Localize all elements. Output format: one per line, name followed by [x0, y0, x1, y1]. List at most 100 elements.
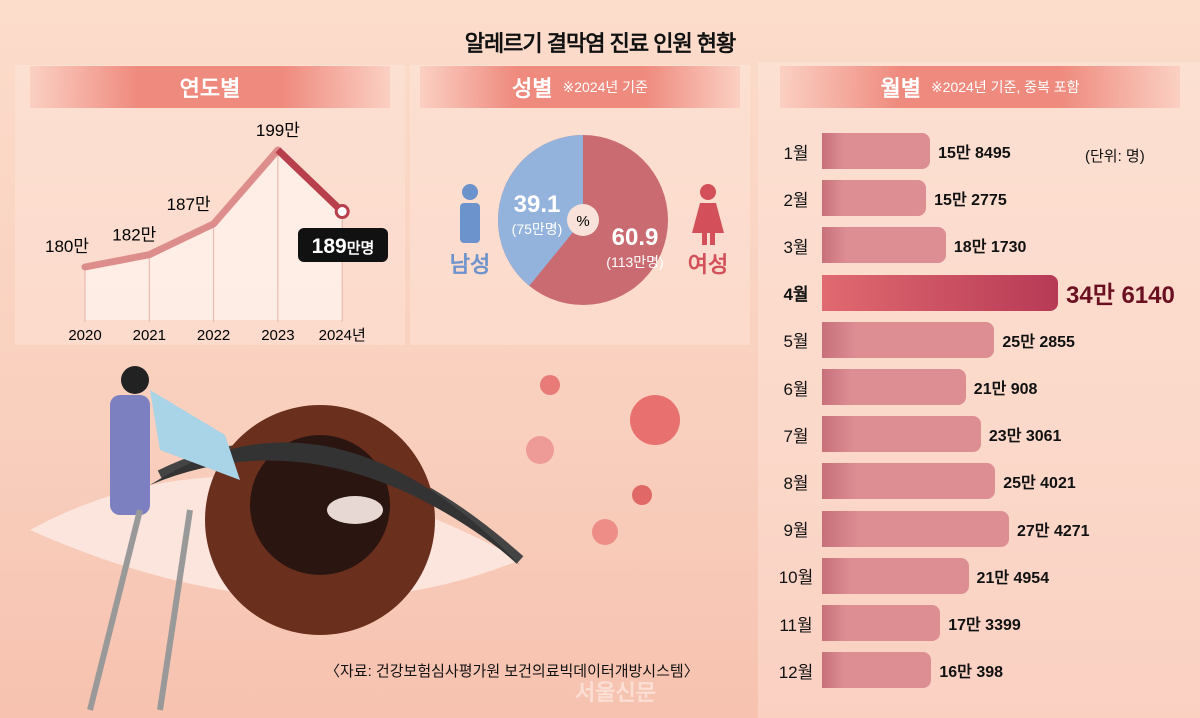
- gender-pie-chart: % 39.1 (75만명) 60.9 (113만명) 남성 여성: [450, 135, 728, 305]
- month-label: 11월: [779, 615, 813, 635]
- month-label: 5월: [783, 332, 809, 352]
- pie-center: [567, 204, 599, 236]
- yearly-line-chart: 2020 2021 2022 2023 2024년 180만 182만 187만 199만 189…: [45, 121, 388, 344]
- bar: [822, 557, 969, 594]
- bar-value-label: 34만 6140: [1066, 282, 1175, 310]
- bar-value-label: 21만 908: [973, 381, 1038, 398]
- female-icon-body: [692, 203, 724, 245]
- monthly-note: ※2024년 기준, 중복 포함: [930, 79, 1080, 95]
- bar-row: 9월 27만 4271: [770, 510, 1090, 547]
- virus-icon: [630, 395, 680, 445]
- watermark: 서울신문: [575, 680, 656, 705]
- male-percent: 39.1: [514, 191, 561, 218]
- bar-row: 12월 16만 398: [770, 652, 1004, 689]
- bar-value-label: 25만 4021: [1003, 475, 1076, 493]
- bar: [822, 652, 932, 689]
- month-label: 10월: [778, 568, 814, 588]
- monthly-header: 월별 ※2024년 기준, 중복 포함: [780, 66, 1180, 108]
- month-label: 6월: [783, 379, 809, 399]
- bar-row: 8월 25만 4021: [770, 463, 1076, 500]
- virus-dot: [540, 375, 560, 395]
- ladder-icon: [87, 509, 193, 711]
- month-label: 12월: [778, 662, 814, 682]
- virus-icon: [526, 436, 554, 464]
- female-count: (113만명): [606, 254, 663, 270]
- eyelid-top: [150, 442, 520, 565]
- month-label: 7월: [783, 426, 809, 446]
- virus-icon: [632, 485, 652, 505]
- data-label: 180만: [45, 237, 89, 256]
- bar-value-label: 18만 1730: [953, 239, 1027, 257]
- month-label: 4월: [783, 285, 809, 305]
- bar-value-label: 17만 3399: [948, 617, 1021, 634]
- bar-row: 5월 25만 2855: [770, 321, 1075, 358]
- yearly-header-label: 연도별: [179, 76, 241, 101]
- female-percent: 60.9: [612, 224, 659, 251]
- bar-value-label: 27만 4271: [1016, 522, 1090, 540]
- bar-row: 1월 15만 8495: [770, 133, 1011, 169]
- bar: [822, 510, 1009, 547]
- bar-row: 6월 21만 908: [770, 369, 1037, 405]
- bar: [822, 180, 927, 217]
- eye-highlight: [327, 496, 383, 524]
- callout-box: [298, 228, 388, 262]
- bar-row: 7월 23만 3061: [770, 416, 1062, 453]
- pie-slice-male: [498, 135, 583, 286]
- unit-label: (단위: 명): [1085, 148, 1145, 165]
- x-tick-label: 2020: [68, 327, 101, 344]
- bar-value-label: 23만 3061: [988, 428, 1062, 446]
- bar-value-label: 16만 398: [939, 664, 1004, 682]
- x-tick-label: 2024년: [319, 327, 366, 344]
- pie-center-label: %: [576, 213, 589, 230]
- bar-value-label: 15만 8495: [938, 145, 1011, 162]
- month-label: 9월: [783, 521, 809, 541]
- bar: [822, 274, 1058, 311]
- line-series: [81, 146, 282, 271]
- woman-figure: [110, 395, 150, 515]
- x-tick-label: 2021: [133, 327, 166, 344]
- month-label: 8월: [783, 473, 809, 493]
- data-label: 199만: [256, 121, 300, 140]
- bar: [822, 416, 981, 453]
- eyedrop-bottle: [150, 390, 240, 480]
- month-label: 2월: [783, 190, 809, 210]
- source-note: 〈자료: 건강보험심사평가원 보건의료빅데이터개방시스템〉: [325, 663, 699, 680]
- month-label: 3월: [783, 237, 809, 257]
- male-count: (75만명): [512, 221, 563, 237]
- bar-value-label: 15만 2775: [934, 192, 1007, 210]
- month-label: 1월: [783, 143, 809, 163]
- yearly-header: 연도별: [30, 66, 390, 108]
- line-series-last: [275, 147, 345, 215]
- bar-value-label: 25만 2855: [1002, 333, 1075, 351]
- gender-header-label: 성별: [512, 76, 553, 101]
- bar-row: 4월 34만 6140: [770, 274, 1175, 311]
- data-label: 182만: [112, 226, 156, 245]
- virus-icon: [592, 519, 618, 545]
- infographic-title: 알레르기 결막염 진료 인원 현황: [464, 31, 737, 56]
- male-icon-body: [460, 203, 480, 243]
- data-label: 187만: [167, 195, 211, 214]
- bar-row: 11월 17만 3399: [770, 605, 1021, 641]
- bar: [822, 321, 995, 358]
- female-label: 여성: [688, 252, 728, 277]
- bar-value-label: 21만 4954: [976, 569, 1050, 587]
- male-icon: [462, 184, 478, 200]
- monthly-header-label: 월별: [880, 76, 921, 101]
- gender-note: ※2024년 기준: [562, 79, 648, 95]
- bar: [822, 605, 941, 641]
- woman-head: [121, 366, 149, 394]
- bar: [822, 227, 946, 264]
- bar-row: 2월 15만 2775: [770, 180, 1007, 217]
- point-2024: [334, 204, 350, 220]
- x-tick-label: 2022: [197, 327, 230, 344]
- eye-illustration: [30, 366, 680, 711]
- callout-label: 189만명: [312, 235, 375, 258]
- bar-row: 10월 21만 4954: [770, 557, 1050, 594]
- gender-header: 성별 ※2024년 기준: [420, 66, 740, 108]
- bar: [822, 133, 931, 169]
- bar-row: 3월 18만 1730: [770, 227, 1027, 264]
- x-tick-label: 2023: [261, 327, 294, 344]
- bar: [822, 463, 996, 500]
- bar: [822, 369, 966, 405]
- male-label: 남성: [450, 252, 490, 277]
